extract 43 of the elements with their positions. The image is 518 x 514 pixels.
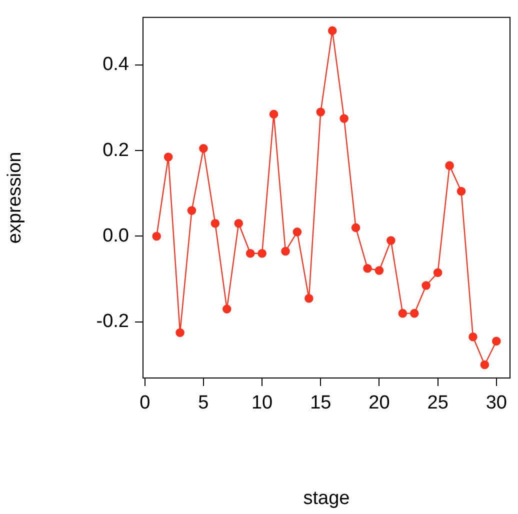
point [152, 232, 161, 241]
point [176, 328, 184, 338]
point [304, 294, 314, 303]
y-tick-label: 0.4 [102, 54, 130, 76]
point [199, 144, 208, 153]
point [258, 248, 266, 258]
point [246, 248, 255, 258]
x-tick-label: 15 [310, 392, 332, 414]
point [234, 218, 244, 228]
point [269, 110, 278, 119]
point [386, 236, 396, 245]
point [340, 114, 348, 123]
point [492, 336, 501, 346]
point [328, 26, 337, 36]
x-tick-label: 30 [486, 392, 507, 414]
x-tick-label: 25 [427, 392, 448, 414]
point [351, 223, 360, 232]
x-axis-title: stage [303, 488, 350, 509]
y-axis-title: expression [4, 152, 26, 244]
point [422, 281, 430, 290]
point [374, 266, 384, 275]
point [480, 360, 490, 370]
point [398, 308, 408, 318]
x-tick-label: 10 [251, 392, 273, 414]
point [445, 161, 454, 170]
y-tick-label: 0.0 [102, 225, 129, 246]
y-tick-label: -0.2 [96, 311, 129, 332]
point [281, 246, 290, 256]
point [456, 186, 466, 196]
point [210, 218, 220, 228]
point [164, 152, 173, 162]
x-tick-label: 20 [368, 392, 390, 414]
point [363, 264, 372, 273]
point [292, 228, 302, 236]
point [410, 308, 419, 318]
y-tick-label: 0.2 [102, 140, 129, 161]
point [433, 268, 442, 278]
x-tick-label: 5 [198, 392, 209, 414]
x-tick-label: 0 [140, 392, 150, 414]
point [187, 206, 196, 215]
point [468, 332, 478, 342]
point [316, 108, 326, 116]
point [222, 304, 232, 314]
